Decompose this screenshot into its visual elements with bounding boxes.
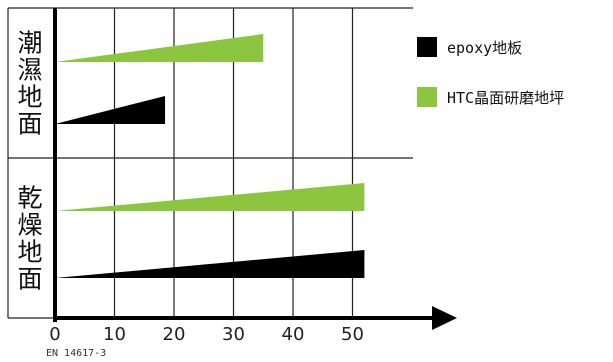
bar-wet-epoxy [55,96,166,124]
x-tick-label-40: 40 [282,324,305,345]
group-label-wet: 潮濕地面 [17,29,42,139]
bar-dry-epoxy [55,250,365,278]
bar-dry-htc [55,183,365,211]
x-tick-label-20: 20 [163,324,186,345]
group-label-dry: 乾燥地面 [17,184,42,294]
legend-label-htc: HTC晶面研磨地坪 [447,89,564,107]
footnote: EN 14617-3 [46,348,106,359]
legend-swatch-epoxy [417,37,437,57]
bars [55,34,365,278]
x-tick-label-10: 10 [103,324,126,345]
x-tick-label-0: 0 [49,324,60,345]
x-tick-label-30: 30 [222,324,245,345]
x-axis-arrowhead [432,306,457,330]
legend-label-epoxy: epoxy地板 [447,39,522,57]
x-tick-label-50: 50 [341,324,364,345]
legend: epoxy地板 HTC晶面研磨地坪 [417,37,564,107]
legend-swatch-htc [417,87,437,107]
x-tick-labels: 0 10 20 30 40 50 [49,324,364,345]
bar-wet-htc [55,34,264,62]
axes [53,8,457,330]
